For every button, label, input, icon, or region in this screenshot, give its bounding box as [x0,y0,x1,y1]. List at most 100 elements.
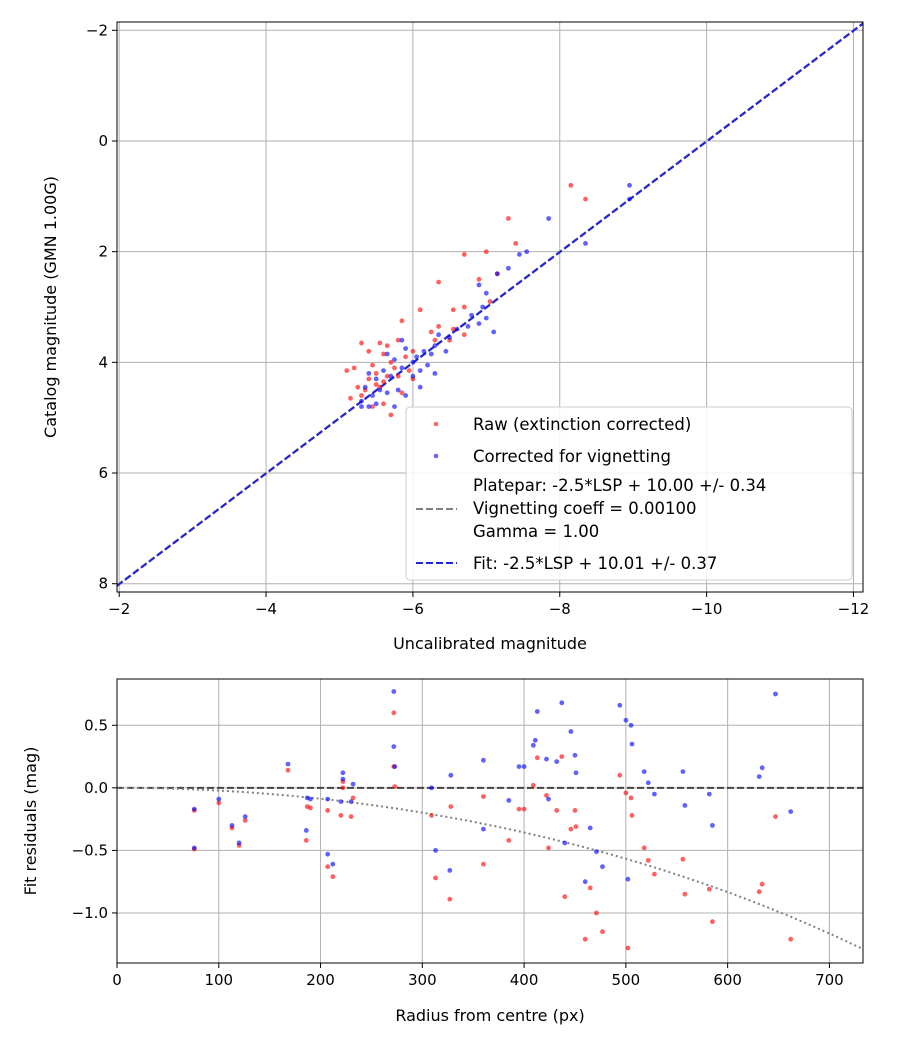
data-point [242,818,248,823]
residuals-x-axis-label: Radius from centre (px) [395,1006,584,1025]
data-point [391,710,397,716]
data-point [391,689,397,694]
data-point [546,796,551,802]
data-point [572,752,578,758]
data-point [308,796,313,802]
data-point [447,896,453,902]
data-point [348,395,353,401]
data-point [384,373,390,379]
data-point [373,371,379,376]
residuals-lines [116,786,863,950]
data-point [340,776,346,782]
data-point [429,785,434,791]
data-point [338,799,344,804]
calibration-ticks: −2 −4 −6 −8 −10 −12 −2 0 2 4 6 8 [86,21,869,618]
data-point [759,881,765,887]
legend-fit-label: Fit: -2.5*LSP + 10.01 +/- 0.37 [473,554,717,573]
data-point [583,241,588,246]
data-point [788,809,794,814]
data-point [483,290,489,296]
legend-box [405,406,853,581]
data-point [373,376,379,382]
calibration-plot: −2 −4 −6 −8 −10 −12 −2 0 2 4 6 8 Uncalibrated magni… [41,21,869,653]
calibration-x-axis-label: Uncalibrated magnitude [393,634,587,653]
data-point [377,387,383,393]
data-point [340,785,346,791]
data-point [399,337,405,343]
data-point [627,196,632,202]
x-tick-label: 300 [408,971,437,989]
x-tick-label: −8 [549,600,571,618]
x-tick-label: 500 [612,971,641,989]
data-point [506,265,511,271]
data-point [554,808,560,813]
data-point [476,282,482,288]
data-point [617,702,623,708]
data-point [417,384,423,390]
data-point [600,864,605,870]
legend-vignetting-label: Vignetting coeff = 0.00100 [473,499,697,518]
residuals-points [191,689,794,951]
data-point [461,332,467,338]
data-point [388,359,394,365]
data-point [706,886,712,892]
data-point [325,796,331,802]
data-point [403,393,408,398]
calibration-fit-lines [116,22,864,587]
data-point [568,729,574,734]
residuals-plot: 0 100 200 300 400 500 600 700 −1.0 −0.5 0.0 0.5 Rad… [21,678,864,1025]
data-point [516,806,522,812]
data-point [359,393,364,398]
data-point [381,401,386,407]
data-point [392,365,397,371]
y-tick-label: 8 [98,575,108,593]
data-point [506,838,512,843]
data-point [706,791,712,797]
data-point [652,871,657,877]
data-point [491,329,497,335]
data-point [392,764,398,769]
calibration-y-axis-label: Catalog magnitude (GMN 1.00G) [41,176,60,438]
x-tick-label: −12 [838,600,870,618]
data-point [617,772,623,778]
data-point [303,828,309,833]
data-point [788,936,794,942]
data-point [325,808,331,813]
data-point [388,412,394,418]
data-point [395,373,401,379]
y-tick-label: 0 [98,132,108,150]
data-point [370,404,375,409]
data-point [436,332,441,338]
legend: Raw (extinction corrected) Corrected for… [405,406,853,581]
data-point [425,362,430,368]
data-point [377,340,383,346]
data-point [629,813,635,818]
data-point [384,390,390,396]
data-point [399,390,405,396]
data-point [340,770,346,776]
data-point [562,840,568,846]
data-point [625,945,631,951]
data-point [395,337,401,343]
data-point [629,741,635,747]
data-point [432,337,438,343]
data-point [191,845,197,851]
data-point [544,756,549,762]
residuals-ticks: 0 100 200 300 400 500 600 700 −1.0 −0.5 0.0 0.5 [72,716,844,989]
x-tick-label: 600 [713,971,742,989]
data-point [450,326,456,332]
data-point [414,354,419,360]
series-line [116,786,863,950]
data-point [359,404,364,409]
data-point [428,329,434,335]
data-point [623,717,629,723]
legend-corrected-label: Corrected for vignetting [473,447,671,466]
data-point [399,318,405,324]
data-point [645,780,651,786]
data-point [773,814,778,819]
data-point [432,371,438,376]
calibration-points [344,182,632,418]
data-point [330,861,336,867]
data-point [403,346,408,351]
